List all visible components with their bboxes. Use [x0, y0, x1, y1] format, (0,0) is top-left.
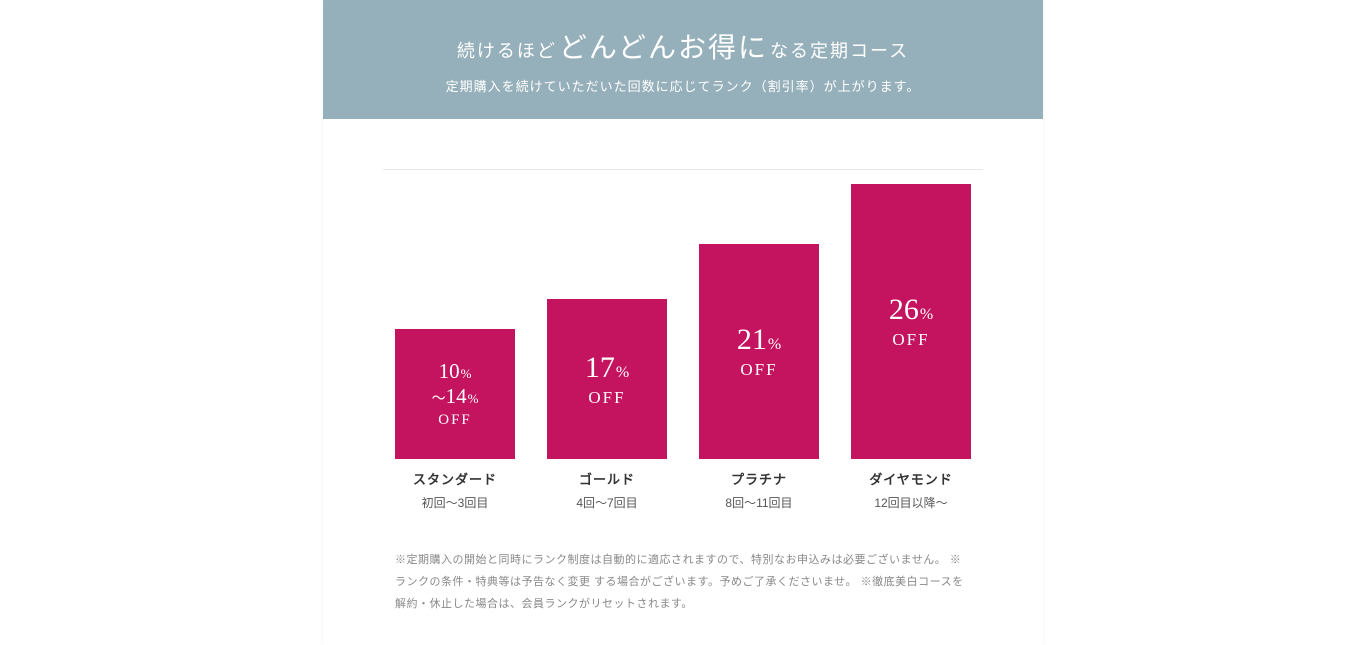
rank-name: ダイヤモンド: [851, 469, 971, 488]
header-title-big: どんどんお得に: [559, 26, 768, 66]
label-group: ゴールド 4回～7回目: [547, 469, 667, 511]
bar-chart: 10%〜14%OFF 17%OFF 21%OFF 26%OFF: [383, 169, 983, 459]
header-title: 続けるほど どんどんお得に なる定期コース: [343, 26, 1023, 66]
bar: 21%OFF: [699, 244, 819, 459]
bar: 10%〜14%OFF: [395, 329, 515, 459]
header-title-post: なる定期コース: [770, 37, 909, 63]
rank-range: 8回～11回目: [699, 494, 819, 511]
notes-text: ※定期購入の開始と同時にランク制度は自動的に適応されますので、特別なお申込みは必…: [323, 531, 1043, 645]
bar-group: 26%OFF: [851, 184, 971, 459]
header-subtitle: 定期購入を続けていただいた回数に応じてランク（割引率）が上がります。: [343, 76, 1023, 95]
rank-range: 4回～7回目: [547, 494, 667, 511]
rank-name: ゴールド: [547, 469, 667, 488]
header-title-pre: 続けるほど: [457, 37, 557, 63]
bar-labels: スタンダード初回～3回目 ゴールド 4回～7回目 プラチナ 8回～11回目 ダイヤモンド 1…: [383, 459, 983, 511]
header-banner: 続けるほど どんどんお得に なる定期コース 定期購入を続けていただいた回数に応じ…: [323, 0, 1043, 119]
rank-range: 12回目以降～: [851, 494, 971, 511]
bar-group: 21%OFF: [699, 244, 819, 459]
label-group: スタンダード初回～3回目: [395, 469, 515, 511]
label-group: プラチナ 8回～11回目: [699, 469, 819, 511]
card: 続けるほど どんどんお得に なる定期コース 定期購入を続けていただいた回数に応じ…: [323, 0, 1043, 645]
bar-group: 17%OFF: [547, 299, 667, 459]
rank-range: 初回～3回目: [395, 494, 515, 511]
bar: 26%OFF: [851, 184, 971, 459]
bar: 17%OFF: [547, 299, 667, 459]
chart-area: 10%〜14%OFF 17%OFF 21%OFF 26%OFF スタンダード初回～3回…: [323, 119, 1043, 531]
bar-group: 10%〜14%OFF: [395, 329, 515, 459]
rank-name: スタンダード: [395, 469, 515, 488]
label-group: ダイヤモンド 12回目以降～: [851, 469, 971, 511]
rank-name: プラチナ: [699, 469, 819, 488]
